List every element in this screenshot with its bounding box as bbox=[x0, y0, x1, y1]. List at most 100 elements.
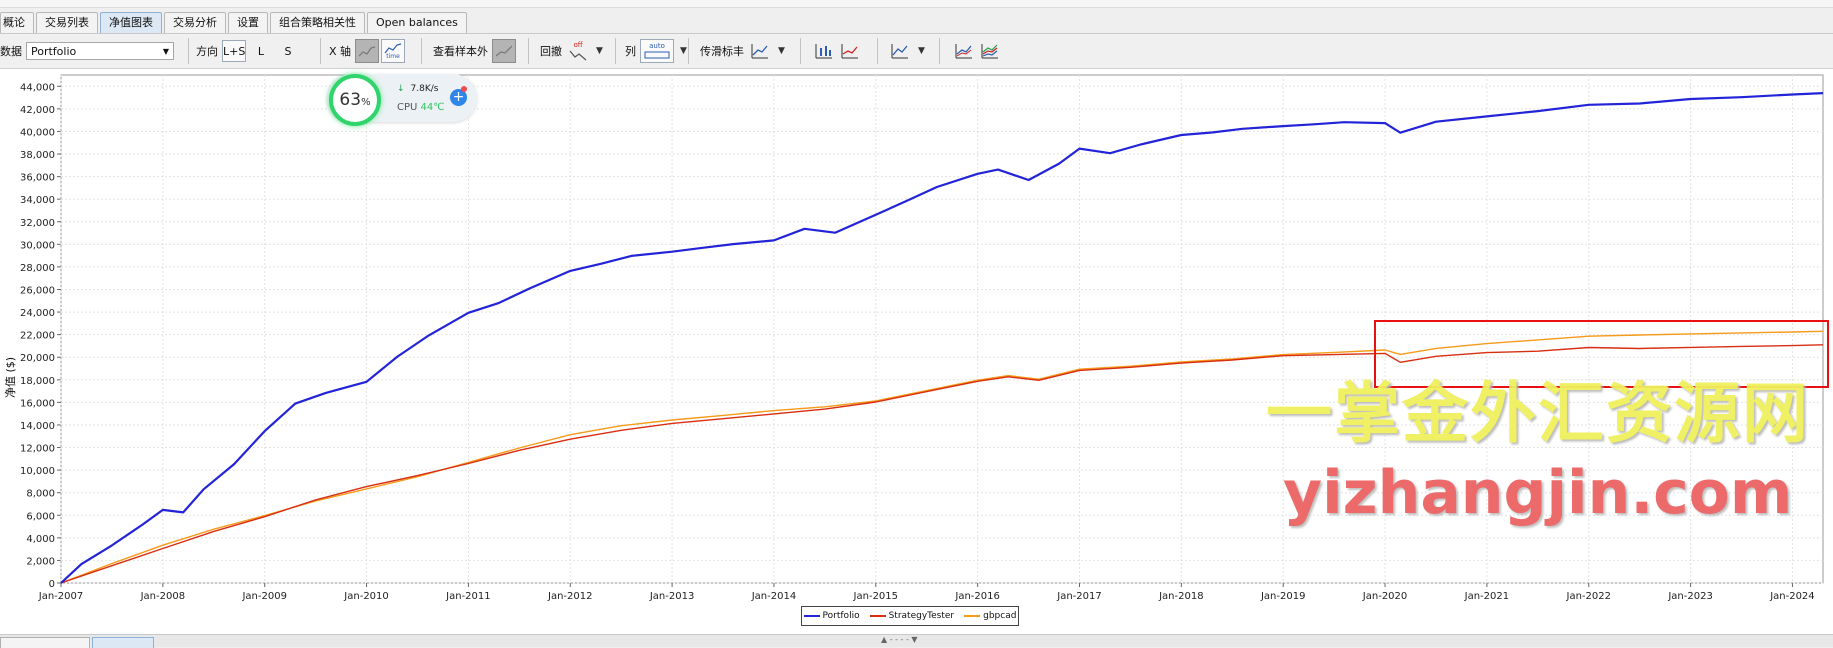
cpu-label: CPU bbox=[397, 102, 418, 113]
y-tick-label: 12,000 bbox=[20, 444, 55, 455]
legend-item-portfolio: Portfolio bbox=[803, 611, 860, 621]
y-tick-label: 24,000 bbox=[20, 308, 55, 319]
tab-settings[interactable]: 设置 bbox=[228, 12, 268, 33]
y-tick-label: 44,000 bbox=[20, 82, 55, 93]
compare-chart-icon[interactable] bbox=[952, 39, 976, 63]
tab-overview[interactable]: 概论 bbox=[0, 12, 34, 33]
network-speed: ↓ 7.8K/s bbox=[397, 84, 438, 94]
xaxis-time-icon[interactable]: time bbox=[381, 39, 406, 63]
x-tick-label: Jan-2012 bbox=[547, 591, 592, 602]
legend-swatch bbox=[964, 615, 981, 617]
out-of-sample-label: 查看样本外 bbox=[433, 45, 488, 58]
chevron-down-icon[interactable]: ▼ bbox=[918, 46, 925, 56]
xaxis-trades-icon[interactable] bbox=[355, 39, 380, 63]
window-top-strip bbox=[0, 0, 1833, 8]
x-tick-label: Jan-2016 bbox=[954, 591, 999, 602]
watermark-text: 一掌金外汇资源网 bbox=[1266, 375, 1810, 452]
y-tick-label: 40,000 bbox=[20, 127, 55, 138]
legend-item-gbpcad: gbpcad bbox=[964, 611, 1016, 621]
x-tick-label: Jan-2008 bbox=[140, 591, 185, 602]
direction-l-toggle[interactable]: L bbox=[257, 45, 265, 58]
chevron-down-icon[interactable]: ▼ bbox=[778, 46, 785, 56]
arrow-down-icon: ↓ bbox=[397, 84, 405, 94]
toolbar-divider bbox=[877, 38, 878, 64]
series-line-gbpcad bbox=[60, 330, 1824, 584]
x-tick-label: Jan-2009 bbox=[241, 591, 286, 602]
xaxis-time-label: time bbox=[386, 53, 400, 60]
toolbar-divider bbox=[615, 38, 616, 64]
bottom-tab[interactable] bbox=[0, 637, 90, 648]
bar-chart-icon[interactable] bbox=[812, 39, 836, 63]
bottom-tab[interactable] bbox=[92, 637, 154, 648]
y-tick-label: 18,000 bbox=[20, 376, 55, 387]
equity-chart: 0 2,000 4,000 6,000 8,000 10,000 12,000 14,000 1… bbox=[20, 74, 1824, 602]
stdev-chart-icon[interactable] bbox=[748, 39, 772, 63]
x-tick-label: Jan-2024 bbox=[1769, 591, 1814, 602]
chevron-down-icon[interactable]: ▼ bbox=[680, 46, 687, 56]
direction-ls-toggle[interactable]: L+S bbox=[222, 40, 246, 62]
chart-toolbar: 数据 Portfolio ▼ 方向 L+S L S X 轴 time 查看样本外… bbox=[0, 33, 1833, 69]
equity-chart-panel: 0 2,000 4,000 6,000 8,000 10,000 12,000 14,000 1… bbox=[0, 68, 1833, 635]
chart-legend: Portfolio StrategyTester gbpcad bbox=[801, 606, 1019, 626]
drawdown-label: 回撤 bbox=[540, 45, 562, 58]
y-tick-label: 30,000 bbox=[20, 240, 55, 251]
y-tick-label: 2,000 bbox=[26, 556, 55, 567]
toolbar-divider bbox=[528, 38, 529, 64]
legend-label: StrategyTester bbox=[888, 611, 955, 621]
x-tick-label: Jan-2022 bbox=[1566, 591, 1611, 602]
tab-trade-list[interactable]: 交易列表 bbox=[36, 12, 98, 33]
x-tick-label: Jan-2011 bbox=[445, 591, 490, 602]
y-tick-label: 32,000 bbox=[20, 218, 55, 229]
x-tick-label: Jan-2010 bbox=[343, 591, 388, 602]
multi-series-chart-icon[interactable] bbox=[978, 39, 1002, 63]
toolbar-divider bbox=[421, 38, 422, 64]
y-tick-label: 28,000 bbox=[20, 263, 55, 274]
y-tick-label: 26,000 bbox=[20, 285, 55, 296]
chevron-down-icon[interactable]: ▼ bbox=[596, 46, 603, 56]
chevron-down-icon: ▼ bbox=[162, 46, 169, 56]
direction-s-toggle[interactable]: S bbox=[284, 45, 292, 58]
drawdown-state: off bbox=[573, 40, 583, 49]
tab-trade-analysis[interactable]: 交易分析 bbox=[164, 12, 226, 33]
y-tick-label: 4,000 bbox=[26, 534, 55, 545]
x-tick-label: Jan-2020 bbox=[1362, 591, 1407, 602]
bottom-bar: ▲ - - - - ▼ bbox=[0, 634, 1833, 648]
out-of-sample-icon[interactable] bbox=[492, 39, 516, 63]
line-chart-icon[interactable] bbox=[838, 39, 862, 63]
x-tick-label: Jan-2023 bbox=[1667, 591, 1712, 602]
toolbar-divider bbox=[688, 38, 689, 64]
watermark-url: yizhangjin.com bbox=[1283, 458, 1793, 528]
y-tick-label: 42,000 bbox=[20, 105, 55, 116]
splitter-grip-icon[interactable]: ▲ - - - - ▼ bbox=[881, 635, 918, 644]
toolbar-divider bbox=[800, 38, 801, 64]
drawdown-icon[interactable]: off bbox=[566, 39, 590, 63]
x-tick-label: Jan-2019 bbox=[1260, 591, 1305, 602]
tab-open-balances[interactable]: Open balances bbox=[367, 12, 467, 33]
cpu-monitor-widget[interactable]: 63% ↓ 7.8K/s CPU 44℃ + bbox=[327, 74, 477, 126]
toolbar-divider bbox=[939, 38, 940, 64]
tab-equity-chart[interactable]: 净值图表 bbox=[100, 12, 162, 33]
cpu-temperature: CPU 44℃ bbox=[397, 102, 445, 113]
x-tick-label: Jan-2018 bbox=[1158, 591, 1203, 602]
direction-label: 方向 bbox=[196, 45, 218, 58]
highlight-rectangle bbox=[1374, 320, 1829, 388]
x-tick-label: Jan-2007 bbox=[38, 591, 83, 602]
plus-icon[interactable]: + bbox=[450, 86, 467, 106]
network-speed-value: 7.8K/s bbox=[410, 84, 439, 94]
cpu-usage-gauge: 63% bbox=[329, 74, 381, 126]
cpu-temp-value: 44℃ bbox=[420, 102, 445, 113]
x-tick-label: Jan-2015 bbox=[853, 591, 898, 602]
y-tick-label: 22,000 bbox=[20, 331, 55, 342]
columns-auto-value: auto bbox=[649, 42, 665, 50]
y-tick-label: 6,000 bbox=[26, 511, 55, 522]
data-select[interactable]: Portfolio ▼ bbox=[26, 42, 174, 60]
toolbar-divider bbox=[320, 38, 321, 64]
plot-area bbox=[60, 74, 1824, 584]
columns-auto-icon[interactable]: auto bbox=[640, 39, 674, 63]
x-tick-label: Jan-2013 bbox=[649, 591, 694, 602]
x-tick-label: Jan-2021 bbox=[1464, 591, 1509, 602]
data-label: 数据 bbox=[0, 45, 22, 58]
y-tick-label: 8,000 bbox=[26, 489, 55, 500]
tab-portfolio-correlation[interactable]: 组合策略相关性 bbox=[270, 12, 365, 33]
trend-chart-icon[interactable] bbox=[888, 39, 912, 63]
